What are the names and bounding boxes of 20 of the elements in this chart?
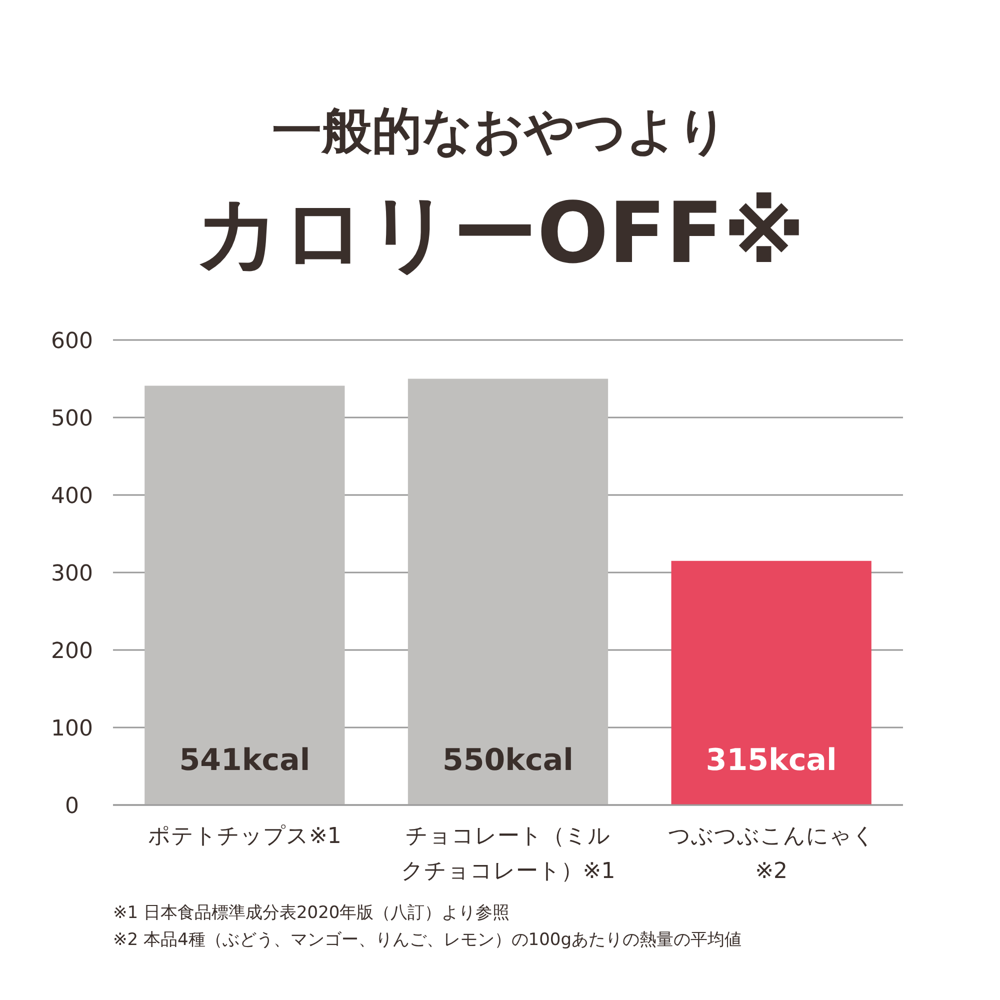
y-tick-label: 600	[51, 329, 93, 354]
data-label: 550kcal	[442, 743, 574, 778]
text: ※1 日本食品標準成分表2020年版（八訂）より参照	[113, 903, 510, 923]
x-tick-label: ポテトチップス※1	[148, 824, 342, 849]
chart-title: 一般的なおやつより	[272, 102, 728, 160]
y-tick-label: 100	[51, 716, 93, 742]
y-tick-label: 300	[51, 562, 93, 586]
data-label: 315kcal	[706, 743, 837, 778]
chart-subtitle: カロリーOFF※	[195, 184, 805, 282]
bar	[408, 378, 608, 805]
bar	[671, 560, 872, 805]
y-tick-label: 0	[65, 794, 79, 819]
text: ※2 本品4種（ぶどう、マンゴー、りんご、レモン）の100gあたりの熱量の平均値	[113, 930, 742, 950]
bar	[144, 386, 345, 805]
y-tick-label: 400	[51, 484, 93, 509]
y-tick-label: 200	[51, 639, 93, 664]
x-tick-label: つぶつぶこんにゃく※2	[668, 824, 875, 884]
data-label: 541kcal	[179, 743, 310, 778]
x-tick-label: チョコレート（ミルクチョコレート）※1	[400, 824, 616, 884]
y-tick-label: 500	[51, 406, 93, 432]
